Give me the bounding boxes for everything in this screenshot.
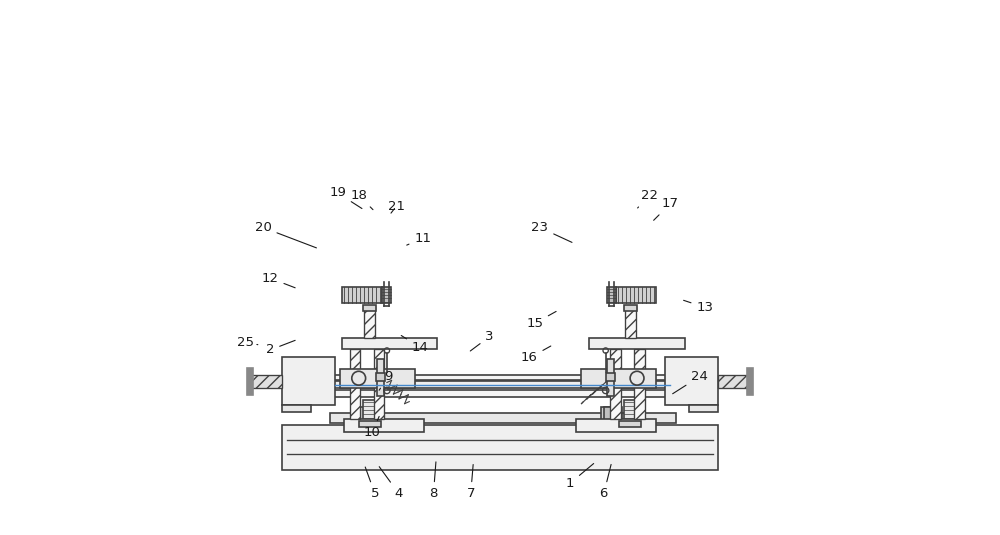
Text: 21: 21 bbox=[388, 200, 405, 213]
Text: 2: 2 bbox=[266, 340, 295, 356]
Text: 18: 18 bbox=[351, 189, 373, 210]
Bar bbox=[589, 338, 685, 349]
Text: 1: 1 bbox=[566, 463, 594, 490]
Bar bbox=[376, 373, 385, 381]
Bar bbox=[342, 338, 437, 349]
Text: 22: 22 bbox=[638, 189, 658, 208]
Bar bbox=[625, 306, 636, 338]
Text: 8: 8 bbox=[429, 462, 438, 500]
Bar bbox=[374, 349, 384, 419]
Text: 12: 12 bbox=[262, 272, 295, 288]
Bar bbox=[330, 414, 676, 423]
Bar bbox=[624, 305, 637, 311]
Bar bbox=[747, 368, 753, 395]
Text: 3: 3 bbox=[470, 330, 494, 351]
Text: 13: 13 bbox=[684, 300, 713, 314]
Bar bbox=[576, 419, 656, 432]
Text: 23: 23 bbox=[531, 221, 572, 242]
Bar bbox=[634, 349, 645, 419]
Bar bbox=[607, 287, 616, 303]
Text: 15: 15 bbox=[526, 311, 556, 330]
Bar bbox=[363, 400, 376, 424]
Text: 17: 17 bbox=[654, 197, 679, 220]
Bar bbox=[610, 349, 621, 419]
Bar bbox=[604, 407, 615, 425]
Bar bbox=[382, 287, 391, 303]
Text: 9: 9 bbox=[379, 370, 392, 390]
Text: 19: 19 bbox=[329, 187, 362, 209]
Text: 4: 4 bbox=[379, 467, 403, 500]
Bar bbox=[689, 406, 718, 412]
Text: 25: 25 bbox=[237, 335, 258, 348]
Bar bbox=[247, 368, 253, 395]
Bar bbox=[607, 358, 614, 396]
Bar bbox=[330, 390, 676, 397]
Bar bbox=[282, 406, 311, 412]
Bar bbox=[665, 357, 718, 406]
Bar bbox=[601, 407, 622, 425]
Bar bbox=[282, 424, 718, 470]
Text: 11: 11 bbox=[407, 232, 431, 245]
Bar bbox=[619, 421, 641, 427]
Bar bbox=[359, 421, 381, 427]
Bar bbox=[342, 287, 382, 303]
Text: 20: 20 bbox=[255, 221, 316, 248]
Bar bbox=[624, 400, 637, 424]
Bar bbox=[606, 373, 615, 381]
Bar bbox=[330, 375, 676, 379]
Bar bbox=[250, 375, 282, 388]
Text: 14: 14 bbox=[401, 335, 429, 354]
Bar bbox=[616, 287, 656, 303]
Bar bbox=[364, 306, 375, 338]
Bar bbox=[581, 369, 656, 387]
Text: 6: 6 bbox=[600, 464, 611, 500]
Bar bbox=[282, 357, 335, 406]
Bar bbox=[377, 358, 384, 396]
Bar bbox=[340, 369, 415, 387]
Bar bbox=[718, 375, 750, 388]
Text: 5: 5 bbox=[365, 467, 379, 500]
Text: 16: 16 bbox=[521, 346, 551, 364]
Bar bbox=[350, 349, 360, 419]
Bar bbox=[344, 419, 424, 432]
Bar bbox=[371, 407, 383, 425]
Bar bbox=[330, 381, 676, 388]
Text: 10: 10 bbox=[364, 416, 381, 439]
Text: 24: 24 bbox=[673, 370, 708, 394]
Text: 7: 7 bbox=[466, 464, 475, 500]
Bar bbox=[359, 407, 380, 425]
Bar bbox=[363, 305, 376, 311]
